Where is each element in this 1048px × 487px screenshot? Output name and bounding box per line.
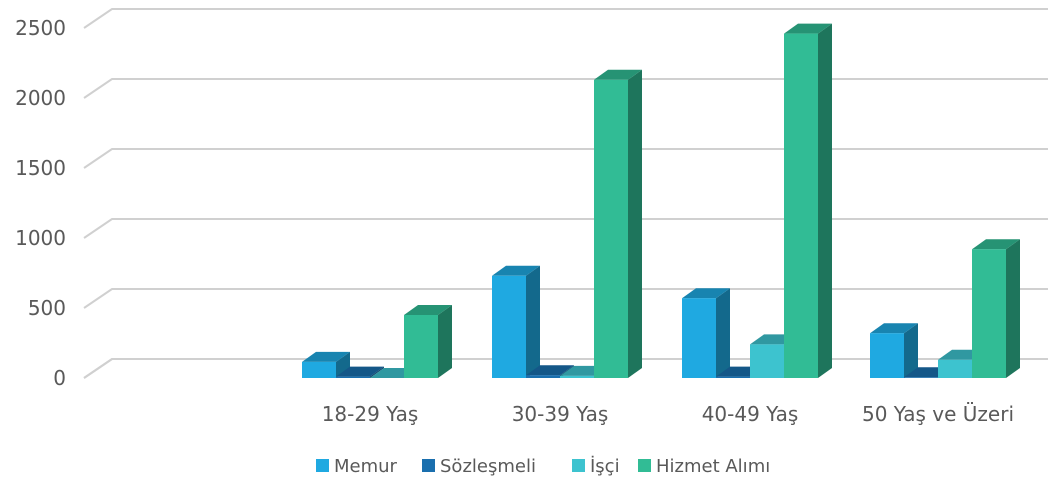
x-category-label: 40-49 Yaş — [702, 402, 799, 426]
gridline — [83, 78, 1048, 99]
y-axis-ticks: 0 500 1000 1500 2000 2500 — [15, 16, 66, 390]
gridlines — [83, 8, 1048, 379]
legend-item: Sözleşmeli — [422, 456, 536, 477]
y-tick-label: 0 — [53, 366, 66, 390]
y-tick-label: 2000 — [15, 86, 66, 110]
gridline — [83, 218, 1048, 239]
bar — [492, 265, 540, 378]
legend-label: Memur — [334, 456, 398, 477]
legend-swatch — [572, 459, 585, 472]
legend-label: Sözleşmeli — [440, 456, 536, 477]
gridline — [83, 8, 1048, 29]
bar — [404, 305, 452, 378]
legend-label: Hizmet Alımı — [656, 456, 770, 477]
legend: Memur Sözleşmeli İşçi Hizmet Alımı — [316, 456, 770, 477]
legend-item: Hizmet Alımı — [638, 456, 770, 477]
x-category-label: 18-29 Yaş — [322, 402, 419, 426]
bar — [594, 69, 642, 379]
x-category-label: 30-39 Yaş — [512, 402, 609, 426]
y-tick-label: 500 — [28, 296, 66, 320]
legend-item: İşçi — [572, 456, 620, 477]
legend-swatch — [316, 459, 329, 472]
y-tick-label: 1500 — [15, 156, 66, 180]
legend-swatch — [638, 459, 651, 472]
y-tick-label: 1000 — [15, 226, 66, 250]
y-tick-label: 2500 — [15, 16, 66, 40]
bar — [336, 366, 384, 378]
bar — [784, 23, 832, 378]
x-axis-categories: 18-29 Yaş 30-39 Yaş 40-49 Yaş 50 Yaş ve Üze… — [322, 402, 1014, 426]
bars — [302, 23, 1020, 379]
bar — [302, 351, 350, 378]
legend-swatch — [422, 459, 435, 472]
gridline — [83, 148, 1048, 169]
bar — [972, 239, 1020, 378]
legend-label: İşçi — [590, 456, 620, 477]
gridline — [83, 288, 1048, 309]
legend-item: Memur — [316, 456, 398, 477]
floor-line — [83, 358, 1048, 379]
bar — [870, 323, 918, 378]
x-category-label: 50 Yaş ve Üzeri — [862, 402, 1014, 426]
bar — [682, 288, 730, 378]
